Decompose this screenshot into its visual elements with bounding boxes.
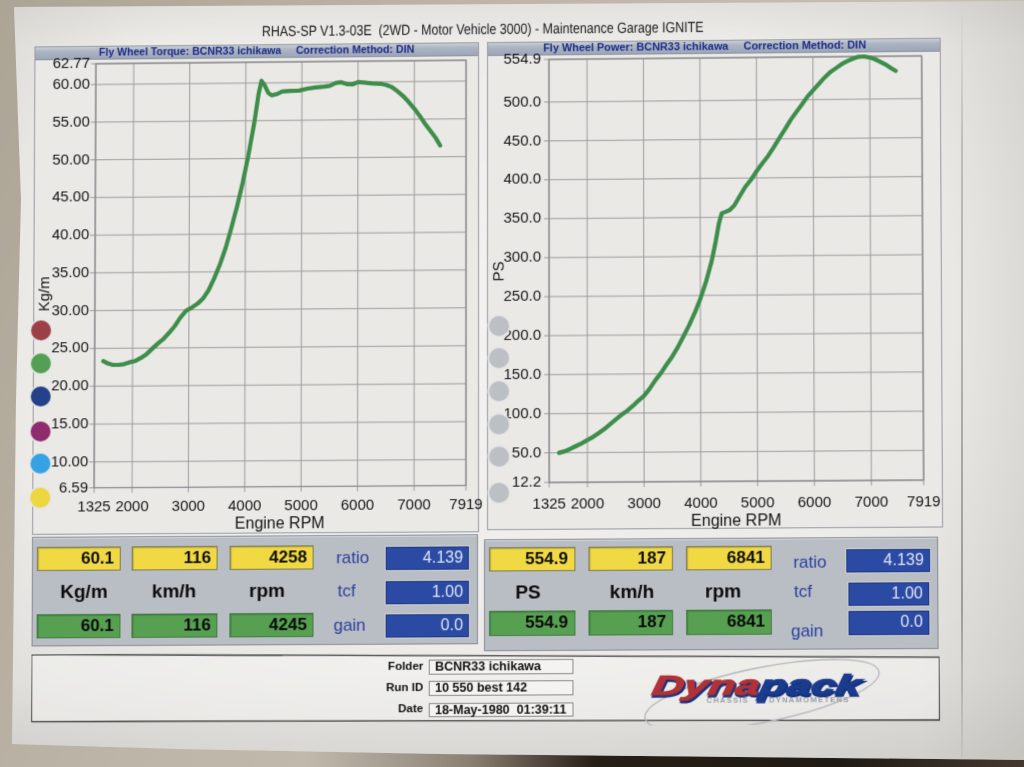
svg-text:Dynapack: Dynapack xyxy=(651,672,867,703)
svg-text:CHASSIS: CHASSIS xyxy=(706,695,748,704)
svg-text:DYNAMOMETERS: DYNAMOMETERS xyxy=(769,695,850,705)
svg-text:Dynapack: Dynapack xyxy=(650,670,866,701)
